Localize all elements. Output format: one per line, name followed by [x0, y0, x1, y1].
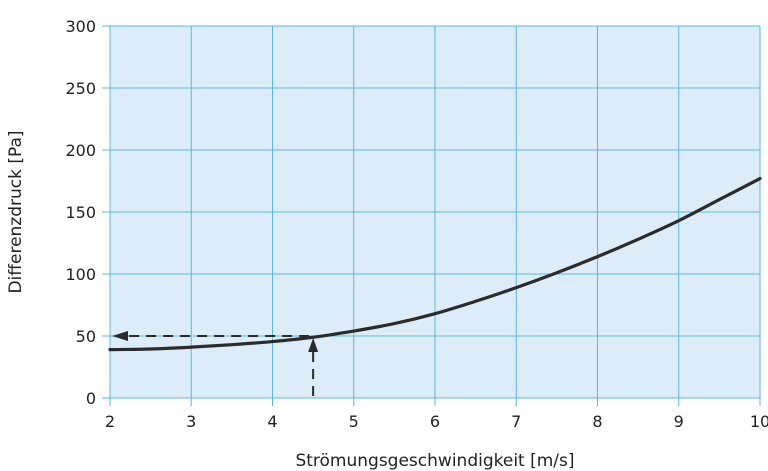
left-arrow-head: [112, 331, 128, 341]
x-tick-label: 2: [105, 412, 115, 431]
y-tick-label: 0: [86, 389, 96, 408]
x-tick-label: 4: [267, 412, 277, 431]
y-tick-label: 200: [65, 141, 96, 160]
y-axis-label: Differenzdruck [Pa]: [6, 130, 26, 293]
y-tick-label: 50: [76, 327, 96, 346]
grid: [102, 25, 761, 406]
x-tick-label: 7: [511, 412, 521, 431]
y-tick-label: 100: [65, 265, 96, 284]
up-arrow-head: [308, 338, 319, 352]
x-axis-label: Strömungsgeschwindigkeit [m/s]: [295, 451, 574, 471]
x-tick-label: 6: [430, 412, 440, 431]
reading-guides: [112, 331, 319, 396]
x-tick-label: 5: [349, 412, 359, 431]
y-tick-label: 250: [65, 79, 96, 98]
data-line: [108, 176, 762, 352]
y-tick-label: 300: [65, 17, 96, 36]
y-tick-label: 150: [65, 203, 96, 222]
x-tick-label: 8: [592, 412, 602, 431]
x-tick-label: 10: [750, 412, 768, 431]
x-tick-label: 9: [674, 412, 684, 431]
x-tick-label: 3: [186, 412, 196, 431]
